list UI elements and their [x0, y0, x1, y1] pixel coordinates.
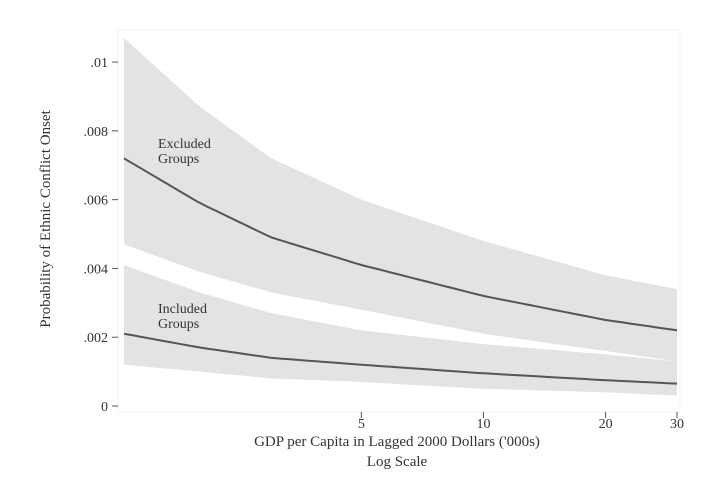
confidence-band-included — [124, 265, 677, 396]
x-axis-subtitle: Log Scale — [367, 454, 428, 470]
x-tick-label: 5 — [358, 417, 365, 432]
y-tick-label: 0 — [101, 400, 108, 415]
series-annotations: Excluded Groups Included Groups — [158, 137, 211, 332]
x-tick-label: 10 — [476, 417, 490, 432]
y-tick-label: .008 — [84, 125, 109, 140]
x-axis-title: GDP per Capita in Lagged 2000 Dollars ('… — [254, 434, 540, 450]
y-tick-label: .006 — [84, 194, 109, 209]
y-axis-ticks: 0 .002 .004 .006 .008 .01 — [84, 56, 118, 415]
series-label-excluded: Excluded Groups — [158, 137, 211, 167]
y-tick-label: .01 — [91, 56, 109, 71]
series-line-included — [123, 332, 678, 385]
series-line-excluded — [123, 157, 678, 332]
series-lines — [123, 157, 678, 385]
series-label-included: Included Groups — [158, 302, 207, 332]
y-tick-label: .004 — [84, 262, 109, 277]
x-axis-ticks: 5 10 20 30 — [358, 412, 684, 432]
y-tick-label: .002 — [84, 331, 109, 346]
confidence-bands — [124, 38, 677, 396]
confidence-band-excluded — [124, 38, 677, 362]
y-axis-title: Probability of Ethnic Conflict Onset — [38, 109, 54, 327]
x-tick-label: 20 — [599, 417, 613, 432]
x-tick-label: 30 — [670, 417, 684, 432]
